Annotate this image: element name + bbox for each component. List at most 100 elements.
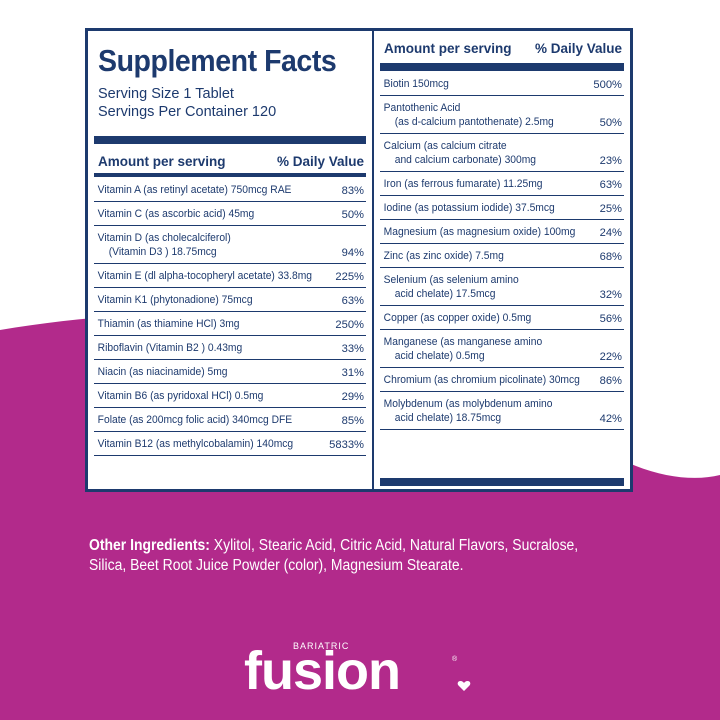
nutrient-row: Copper (as copper oxide) 0.5mg 56% — [380, 306, 624, 330]
nutrient-name: Vitamin C (as ascorbic acid) 45mg — [97, 208, 255, 220]
nutrient-row: Thiamin (as thiamine HCl) 3mg 250% — [94, 312, 366, 336]
nutrient-row: Vitamin B12 (as methylcobalamin) 140mcg 5… — [94, 432, 366, 456]
nutrient-name: Niacin (as niacinamide) 5mg — [97, 366, 228, 378]
daily-value-percent: 5833% — [329, 439, 364, 451]
nutrient-name: Vitamin E (dl alpha-tocopheryl acetate) … — [97, 270, 313, 282]
daily-value-percent: 94% — [341, 247, 364, 259]
nutrient-row: Vitamin D (as cholecalciferol) (Vitamin D… — [94, 226, 366, 264]
nutrient-name: Copper (as copper oxide) 0.5mg — [383, 312, 532, 324]
nutrient-row: Selenium (as selenium amino acid chelate)… — [380, 268, 624, 306]
other-ingredients-line2: Silica, Beet Root Juice Powder (color), … — [89, 557, 464, 574]
nutrient-name: Calcium (as calcium citrate — [383, 140, 507, 152]
daily-value-percent: 29% — [341, 391, 364, 403]
header-underline — [94, 173, 366, 177]
nutrient-name-continued: acid chelate) 18.75mcg — [394, 412, 502, 424]
nutrient-row: Manganese (as manganese amino acid chelat… — [380, 330, 624, 368]
servings-per-container: Servings Per Container 120 — [98, 104, 277, 120]
nutrient-row: Riboflavin (Vitamin B2 ) 0.43mg 33% — [94, 336, 366, 360]
supplement-facts-title: Supplement Facts — [98, 43, 337, 78]
daily-value-percent: 500% — [593, 79, 622, 91]
heart-icon — [457, 681, 471, 691]
nutrient-name: Vitamin A (as retinyl acetate) 750mcg RA… — [97, 184, 292, 196]
other-ingredients-label: Other Ingredients: — [89, 537, 210, 554]
nutrient-name: Magnesium (as magnesium oxide) 100mg — [383, 226, 576, 238]
nutrient-name: Molybdenum (as molybdenum amino — [383, 398, 553, 410]
brand-subtitle: BARIATRIC — [293, 641, 350, 651]
nutrient-name: Iron (as ferrous fumarate) 11.25mg — [383, 178, 543, 190]
nutrient-name: Vitamin B12 (as methylcobalamin) 140mcg — [97, 438, 294, 450]
nutrient-name: Riboflavin (Vitamin B2 ) 0.43mg — [97, 342, 243, 354]
nutrient-row: Vitamin E (dl alpha-tocopheryl acetate) … — [94, 264, 366, 288]
right-header-underline — [380, 63, 624, 71]
nutrient-row: Niacin (as niacinamide) 5mg 31% — [94, 360, 366, 384]
nutrient-row: Folate (as 200mcg folic acid) 340mcg DFE… — [94, 408, 366, 432]
nutrient-name: Chromium (as chromium picolinate) 30mcg — [383, 374, 580, 386]
thick-divider — [94, 136, 366, 144]
nutrient-name: Iodine (as potassium iodide) 37.5mcg — [383, 202, 555, 214]
daily-value-percent: 32% — [599, 289, 622, 301]
nutrient-row: Calcium (as calcium citrate and calcium c… — [380, 134, 624, 172]
daily-value-label: % Daily Value — [276, 154, 364, 169]
right-header: Amount per serving % Daily Value — [384, 41, 622, 56]
daily-value-percent: 63% — [341, 295, 364, 307]
nutrient-row: Vitamin A (as retinyl acetate) 750mcg RA… — [94, 178, 366, 202]
daily-value-percent: 68% — [599, 251, 622, 263]
daily-value-percent: 22% — [599, 351, 622, 363]
nutrient-name: Folate (as 200mcg folic acid) 340mcg DFE — [97, 414, 293, 426]
daily-value-percent: 50% — [341, 209, 364, 221]
left-header: Amount per serving % Daily Value — [98, 154, 364, 169]
nutrient-row: Molybdenum (as molybdenum amino acid chel… — [380, 392, 624, 430]
nutrient-name-continued: and calcium carbonate) 300mg — [394, 154, 537, 166]
nutrient-name: Vitamin K1 (phytonadione) 75mcg — [97, 294, 253, 306]
other-ingredients: Other Ingredients: Xylitol, Stearic Acid… — [89, 536, 593, 576]
nutrient-row: Biotin 150mcg 500% — [380, 72, 624, 96]
nutrient-row: Iodine (as potassium iodide) 37.5mcg 25% — [380, 196, 624, 220]
supplement-facts-panel: Supplement Facts Serving Size 1 Tablet S… — [85, 28, 633, 492]
nutrient-name: Vitamin B6 (as pyridoxal HCl) 0.5mg — [97, 390, 264, 402]
nutrient-row: Magnesium (as magnesium oxide) 100mg 24% — [380, 220, 624, 244]
nutrient-name: Selenium (as selenium amino — [383, 274, 519, 286]
daily-value-percent: 23% — [599, 155, 622, 167]
daily-value-percent: 31% — [341, 367, 364, 379]
daily-value-percent: 225% — [335, 271, 364, 283]
daily-value-percent: 33% — [341, 343, 364, 355]
nutrient-name: Vitamin D (as cholecalciferol) — [97, 232, 231, 244]
nutrient-row: Zinc (as zinc oxide) 7.5mg 68% — [380, 244, 624, 268]
nutrient-name-continued: acid chelate) 0.5mg — [394, 350, 485, 362]
nutrient-row: Vitamin K1 (phytonadione) 75mcg 63% — [94, 288, 366, 312]
nutrient-name-continued: (as d-calcium pantothenate) 2.5mg — [394, 116, 554, 128]
daily-value-percent: 56% — [599, 313, 622, 325]
daily-value-percent: 50% — [599, 117, 622, 129]
registered-mark: ® — [452, 656, 458, 663]
column-divider — [372, 31, 374, 489]
nutrient-name: Biotin 150mcg — [383, 78, 449, 90]
amount-per-serving-label: Amount per serving — [98, 154, 226, 169]
daily-value-percent: 25% — [599, 203, 622, 215]
daily-value-percent: 42% — [599, 413, 622, 425]
right-bottom-bar — [380, 478, 624, 486]
daily-value-percent: 63% — [599, 179, 622, 191]
nutrient-row: Chromium (as chromium picolinate) 30mcg 8… — [380, 368, 624, 392]
nutrient-row: Iron (as ferrous fumarate) 11.25mg 63% — [380, 172, 624, 196]
daily-value-label: % Daily Value — [534, 41, 622, 56]
nutrient-name: Manganese (as manganese amino — [383, 336, 543, 348]
right-nutrient-list: Biotin 150mcg 500% Pantothenic Acid (as d-c… — [380, 72, 624, 430]
nutrient-name-continued: (Vitamin D3 ) 18.75mcg — [108, 246, 217, 258]
daily-value-percent: 83% — [341, 185, 364, 197]
brand-logo: fusion — [244, 641, 401, 701]
amount-per-serving-label: Amount per serving — [384, 41, 512, 56]
nutrient-name: Pantothenic Acid — [383, 102, 461, 114]
daily-value-percent: 250% — [335, 319, 364, 331]
nutrient-name: Thiamin (as thiamine HCl) 3mg — [97, 318, 240, 330]
nutrient-row: Vitamin C (as ascorbic acid) 45mg 50% — [94, 202, 366, 226]
daily-value-percent: 24% — [599, 227, 622, 239]
left-nutrient-list: Vitamin A (as retinyl acetate) 750mcg RA… — [94, 178, 366, 456]
nutrient-name-continued: acid chelate) 17.5mcg — [394, 288, 496, 300]
nutrient-name: Zinc (as zinc oxide) 7.5mg — [383, 250, 504, 262]
daily-value-percent: 85% — [341, 415, 364, 427]
nutrient-row: Vitamin B6 (as pyridoxal HCl) 0.5mg 29% — [94, 384, 366, 408]
serving-size: Serving Size 1 Tablet — [98, 86, 234, 102]
nutrient-row: Pantothenic Acid (as d-calcium pantothena… — [380, 96, 624, 134]
other-ingredients-line1: Xylitol, Stearic Acid, Citric Acid, Natu… — [209, 537, 579, 554]
daily-value-percent: 86% — [599, 375, 622, 387]
